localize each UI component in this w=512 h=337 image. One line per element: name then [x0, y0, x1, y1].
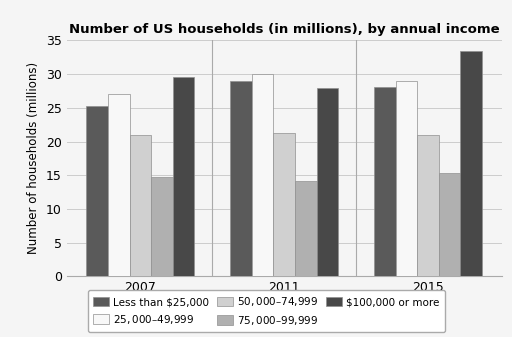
Bar	[151, 177, 173, 276]
Bar	[295, 181, 316, 276]
Bar	[173, 77, 194, 276]
Bar	[130, 135, 151, 276]
Bar	[417, 135, 439, 276]
Y-axis label: Number of households (millions): Number of households (millions)	[27, 62, 40, 254]
Bar	[252, 74, 273, 276]
Bar	[230, 81, 252, 276]
Bar	[439, 173, 460, 276]
Bar	[87, 106, 108, 276]
Bar	[273, 133, 295, 276]
Bar	[316, 88, 338, 276]
Title: Number of US households (in millions), by annual income: Number of US households (in millions), b…	[69, 24, 500, 36]
X-axis label: Year: Year	[267, 300, 302, 314]
Bar	[460, 51, 482, 276]
Bar	[108, 94, 130, 276]
Bar	[396, 81, 417, 276]
Bar	[374, 87, 396, 276]
Legend: Less than $25,000, $25,000–$49,999, $50,000–$74,999, $75,000–$99,999, $100,000 o: Less than $25,000, $25,000–$49,999, $50,…	[88, 290, 445, 332]
